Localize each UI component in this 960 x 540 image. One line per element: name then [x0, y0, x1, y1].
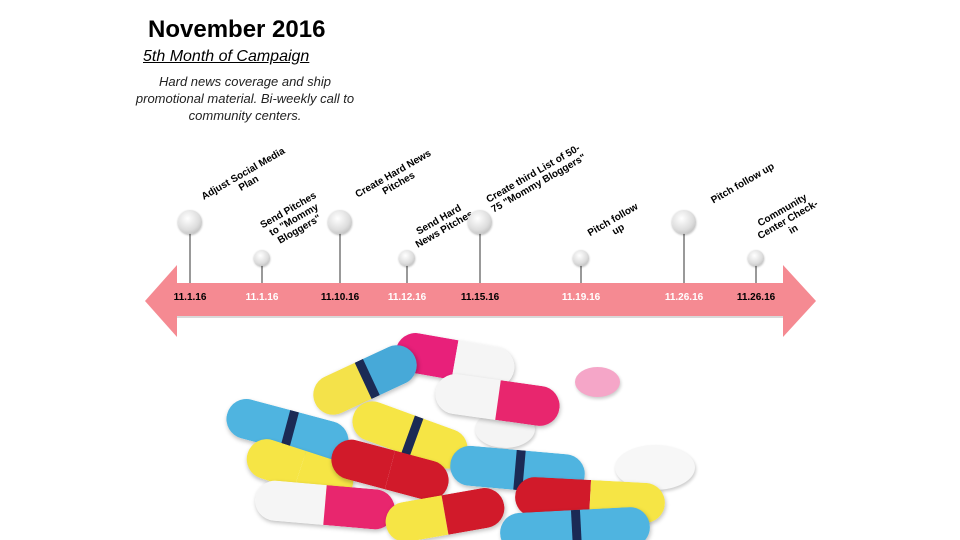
pin-head: [748, 250, 764, 266]
event-date: 11.1.16: [173, 292, 207, 303]
pills-photo: [205, 325, 705, 540]
timeline-band: [175, 283, 785, 318]
event-date: 11.26.16: [736, 292, 776, 303]
slide-subtitle: 5th Month of Campaign: [143, 48, 310, 65]
event-date: 11.12.16: [387, 292, 427, 303]
pin-head: [254, 250, 270, 266]
pin-stem: [580, 258, 582, 283]
pin-head: [468, 210, 492, 234]
pin-head: [672, 210, 696, 234]
pin-head: [178, 210, 202, 234]
event-label: Adjust Social Media Plan: [199, 145, 288, 203]
slide-title: November 2016: [148, 16, 326, 43]
pin-stem: [479, 222, 481, 283]
pin-stem: [755, 258, 757, 283]
pin-head: [328, 210, 352, 234]
slide-description: Hard news coverage and ship promotional …: [135, 74, 355, 123]
pin-stem: [261, 258, 263, 283]
event-label: Send Hard News Pitches: [413, 202, 476, 251]
event-label: Community Center Check-in: [755, 192, 821, 242]
event-date: 11.1.16: [245, 292, 279, 303]
pin-stem: [683, 222, 685, 283]
event-label: Send Pitches to "Mommy Bloggers": [258, 190, 324, 247]
arrow-left-head: [145, 265, 177, 337]
event-date: 11.26.16: [664, 292, 704, 303]
event-label: Create third List of 50-75 "Mommy Blogge…: [484, 142, 589, 216]
event-label: Create Hard News Pitches: [353, 148, 434, 201]
arrow-right-head: [783, 265, 816, 337]
pin-head: [399, 250, 415, 266]
pin-stem: [189, 222, 191, 283]
pin-stem: [339, 222, 341, 283]
pin-stem: [406, 258, 408, 283]
event-label: Pitch follow up: [586, 201, 641, 240]
event-date: 11.10.16: [320, 292, 360, 303]
pin-head: [573, 250, 589, 266]
event-date: 11.19.16: [561, 292, 601, 303]
event-date: 11.15.16: [460, 292, 500, 303]
